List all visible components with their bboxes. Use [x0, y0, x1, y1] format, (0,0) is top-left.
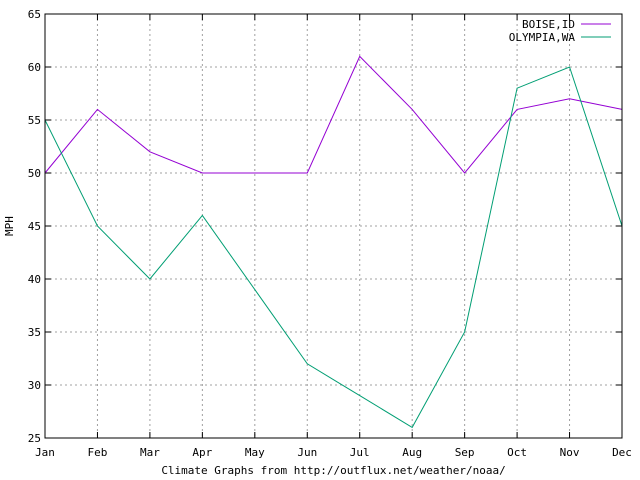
x-tick-label: Nov: [560, 446, 580, 459]
x-tick-label: Oct: [507, 446, 527, 459]
x-tick-label: Dec: [612, 446, 632, 459]
y-tick-label: 35: [28, 326, 41, 339]
x-tick-label: Aug: [402, 446, 422, 459]
plot-frame: [44, 13, 623, 439]
series-lines: [44, 55, 623, 429]
y-tick-label: 60: [28, 61, 41, 74]
series-line-boise-id: [44, 55, 623, 174]
y-tick-label: 55: [28, 114, 41, 127]
x-tick-label: Jun: [297, 446, 317, 459]
y-axis-title: MPH: [3, 216, 16, 236]
x-tick-label: Apr: [192, 446, 212, 459]
axis-ticks: 25 30 35 40 45 50 55 60 65 Jan Feb Mar Apr May Jun Jul A…: [28, 8, 632, 459]
x-tick-label: May: [245, 446, 265, 459]
y-tick-label: 45: [28, 220, 41, 233]
y-tick-label: 40: [28, 273, 41, 286]
x-axis-title: Climate Graphs from http://outflux.net/w…: [161, 464, 505, 477]
y-tick-label: 65: [28, 8, 41, 21]
grid: [45, 14, 622, 438]
y-tick-label: 25: [28, 432, 41, 445]
series-line-olympia-wa: [44, 66, 623, 429]
y-tick-label: 50: [28, 167, 41, 180]
x-tick-label: Sep: [455, 446, 475, 459]
x-tick-label: Jan: [35, 446, 55, 459]
legend-label: BOISE,ID: [522, 18, 575, 31]
x-tick-label: Jul: [350, 446, 370, 459]
legend-label: OLYMPIA,WA: [509, 31, 576, 44]
y-tick-label: 30: [28, 379, 41, 392]
x-tick-label: Mar: [140, 446, 160, 459]
x-tick-label: Feb: [88, 446, 108, 459]
